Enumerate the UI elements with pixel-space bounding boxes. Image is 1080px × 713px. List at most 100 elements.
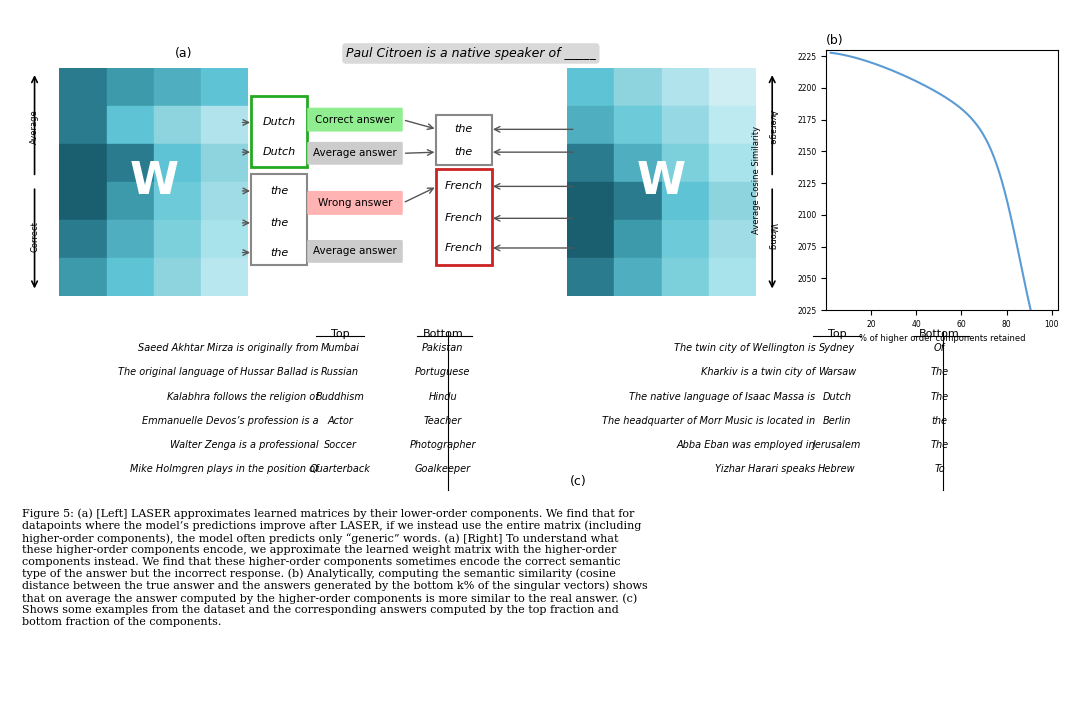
Bar [153,68,201,106]
Text: Sydney: Sydney [819,344,855,354]
Bar [567,106,615,144]
Bar [708,258,756,296]
Bar [615,182,661,220]
Text: Abba Eban was employed in: Abba Eban was employed in [677,440,815,450]
Bar [201,258,248,296]
Bar [107,258,153,296]
Bar [661,220,708,258]
Bar [107,182,153,220]
Bar [153,182,201,220]
Text: Soccer: Soccer [324,440,356,450]
Bar [107,144,153,182]
Bar [59,258,107,296]
Text: Goalkeeper: Goalkeeper [415,464,471,474]
FancyBboxPatch shape [252,174,307,265]
Text: Average answer: Average answer [313,148,396,158]
Text: French: French [445,243,483,253]
Text: W: W [637,160,686,203]
Text: Quarterback: Quarterback [310,464,370,474]
Bar [661,144,708,182]
Bar [661,106,708,144]
FancyBboxPatch shape [307,142,403,165]
Bar [661,68,708,106]
Bar [59,68,107,106]
Bar [615,220,661,258]
Text: Mike Holmgren plays in the position of: Mike Holmgren plays in the position of [130,464,319,474]
Text: Of: Of [934,344,945,354]
Text: (b): (b) [826,34,843,47]
Bar [615,106,661,144]
Bar [153,106,201,144]
FancyBboxPatch shape [435,115,491,165]
Bar [615,68,661,106]
Bar [615,144,661,182]
FancyBboxPatch shape [307,191,403,215]
FancyBboxPatch shape [307,108,403,132]
Bar [567,258,615,296]
Bar [201,106,248,144]
Text: Figure 5: (a) [Left] LASER approximates learned matrices by their lower-order co: Figure 5: (a) [Left] LASER approximates … [22,508,647,627]
Y-axis label: Average Cosine Similarity: Average Cosine Similarity [752,126,761,234]
Text: The: The [931,367,948,377]
Bar [107,220,153,258]
Bar [615,258,661,296]
Bar [107,106,153,144]
Bar [59,106,107,144]
Bar [201,220,248,258]
Text: Dutch: Dutch [262,118,296,128]
Text: Russian: Russian [321,367,360,377]
Bar [153,144,201,182]
Text: Top: Top [330,329,350,339]
Text: Hindu: Hindu [429,391,457,401]
Text: Average answer: Average answer [313,247,396,257]
Text: Walter Zenga is a professional: Walter Zenga is a professional [170,440,319,450]
X-axis label: % of higher order components retained: % of higher order components retained [859,334,1026,344]
Text: Top: Top [827,329,847,339]
Text: the: the [270,186,288,196]
Text: Saeed Akhtar Mirza is originally from: Saeed Akhtar Mirza is originally from [138,344,319,354]
Bar [661,258,708,296]
Text: Jerusalem: Jerusalem [813,440,861,450]
Text: the: the [455,124,473,134]
Bar [59,144,107,182]
Text: The headquarter of Morr Music is located in: The headquarter of Morr Music is located… [603,416,815,426]
FancyBboxPatch shape [252,96,307,167]
Text: Berlin: Berlin [823,416,851,426]
Text: Dutch: Dutch [262,147,296,157]
Bar [708,68,756,106]
Bar [708,220,756,258]
Bar [567,144,615,182]
Text: Bottom: Bottom [919,329,960,339]
Text: French: French [445,213,483,223]
Text: Buddhism: Buddhism [315,391,365,401]
Text: The original language of Hussar Ballad is: The original language of Hussar Ballad i… [118,367,319,377]
Bar [201,68,248,106]
Text: Paul Citroen is a native speaker of _____: Paul Citroen is a native speaker of ____… [346,47,596,60]
Text: Yizhar Harari speaks: Yizhar Harari speaks [715,464,815,474]
Text: Hebrew: Hebrew [819,464,855,474]
Text: Kharkiv is a twin city of: Kharkiv is a twin city of [701,367,815,377]
Text: the: the [270,247,288,257]
Text: the: the [270,218,288,228]
Text: The: The [931,440,948,450]
Text: Correct answer: Correct answer [315,115,394,125]
Text: Photographer: Photographer [409,440,476,450]
Text: Portuguese: Portuguese [415,367,471,377]
Text: Kalabhra follows the religion of: Kalabhra follows the religion of [167,391,319,401]
Text: the: the [455,147,473,157]
Bar [201,144,248,182]
Text: Wrong answer: Wrong answer [318,198,392,208]
Text: Teacher: Teacher [423,416,462,426]
Text: Emmanuelle Devos’s profession is a: Emmanuelle Devos’s profession is a [141,416,319,426]
Bar [708,106,756,144]
FancyBboxPatch shape [435,169,491,265]
Text: To: To [934,464,945,474]
Text: the: the [932,416,947,426]
Text: The: The [931,391,948,401]
Text: (a): (a) [174,47,192,60]
Text: Dutch: Dutch [823,391,851,401]
FancyBboxPatch shape [307,240,403,263]
Text: The twin city of Wellington is: The twin city of Wellington is [674,344,815,354]
Text: Pakistan: Pakistan [422,344,463,354]
Bar [661,182,708,220]
